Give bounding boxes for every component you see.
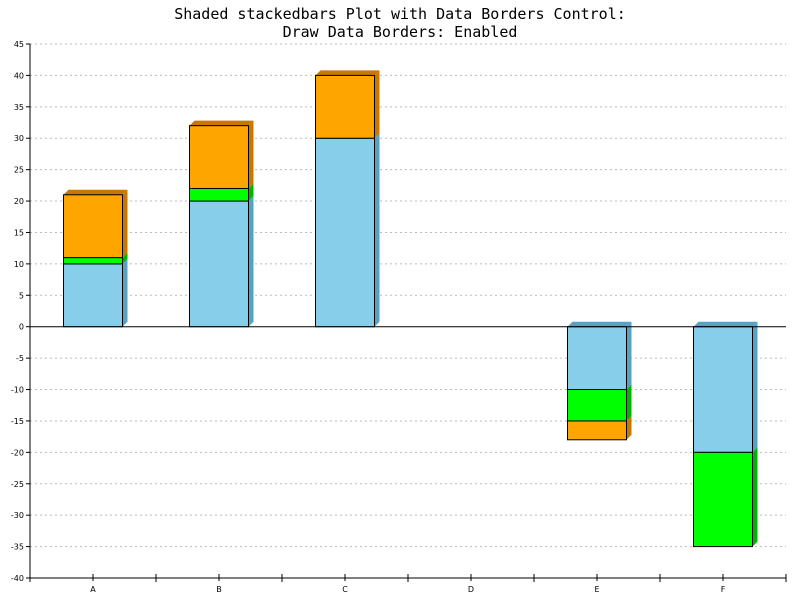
bars: [63, 70, 758, 548]
bar-segment-side: [248, 120, 254, 189]
bar-segment-side: [626, 384, 632, 421]
x-tick-label: A: [90, 585, 96, 594]
axes: -40 -35 -30 -25 -20 -15 -10 -5 0 5 10 15 20 25 30 35 40 4…: [11, 40, 787, 594]
x-tick-label: F: [721, 585, 726, 594]
bar-segment: [315, 74, 375, 139]
bar-segment-side: [752, 321, 758, 453]
bar-segment-side: [626, 415, 632, 440]
y-tick-label: 45: [14, 40, 24, 49]
y-tick-label: 0: [19, 323, 24, 332]
bar-segment-top: [189, 120, 254, 126]
y-tick-label: 30: [14, 134, 24, 143]
x-tick-label: C: [342, 585, 348, 594]
y-tick-label: 20: [14, 197, 24, 206]
x-tick-label: B: [216, 585, 222, 594]
bar-segment-side: [248, 196, 254, 327]
bar-segment: [189, 125, 249, 189]
y-tick-label: -30: [11, 511, 24, 520]
bar-segment-side: [374, 133, 380, 327]
bar-segment: [693, 451, 753, 548]
chart-title: Shaded stackedbars Plot with Data Border…: [174, 5, 626, 23]
bar-segment-top: [315, 70, 380, 76]
bar-segment-side: [374, 70, 380, 139]
y-tick-label: -20: [11, 448, 24, 457]
x-tick-label: D: [468, 585, 474, 594]
bar-segment-side: [122, 258, 128, 327]
chart-subtitle: Draw Data Borders: Enabled: [283, 23, 518, 41]
y-tick-label: 5: [19, 291, 24, 300]
bar-segment: [693, 326, 753, 453]
bar-segment-side: [752, 447, 758, 547]
bar-segment-top: [693, 321, 758, 327]
y-tick-label: 15: [14, 228, 24, 237]
y-tick-label: 25: [14, 166, 24, 175]
y-tick-label: -35: [11, 543, 24, 552]
y-tick-label: -5: [16, 354, 24, 363]
y-tick-label: -40: [11, 574, 24, 583]
bar-segment: [315, 137, 375, 328]
bar-segment: [567, 389, 627, 422]
bar-segment: [63, 257, 123, 265]
bar-segment-side: [626, 321, 632, 390]
y-tick-label: 10: [14, 260, 24, 269]
bar-segment-side: [248, 183, 254, 202]
y-tick-label: -10: [11, 386, 24, 395]
y-tick-label: -25: [11, 480, 24, 489]
bar-segment: [567, 420, 627, 441]
bar-segment-side: [122, 252, 128, 264]
y-tick-label: 40: [14, 71, 24, 80]
bar-segment: [63, 194, 123, 259]
bar-segment: [567, 326, 627, 391]
y-tick-label: 35: [14, 103, 24, 112]
bar-segment-top: [567, 321, 632, 327]
bar-segment: [63, 263, 123, 328]
y-tick-label: -15: [11, 417, 24, 426]
bar-segment-top: [63, 189, 128, 195]
bar-segment: [189, 187, 249, 202]
grid-lines: [30, 43, 786, 579]
x-tick-label: E: [594, 585, 599, 594]
bar-segment-side: [122, 189, 128, 258]
bar-segment: [189, 200, 249, 328]
